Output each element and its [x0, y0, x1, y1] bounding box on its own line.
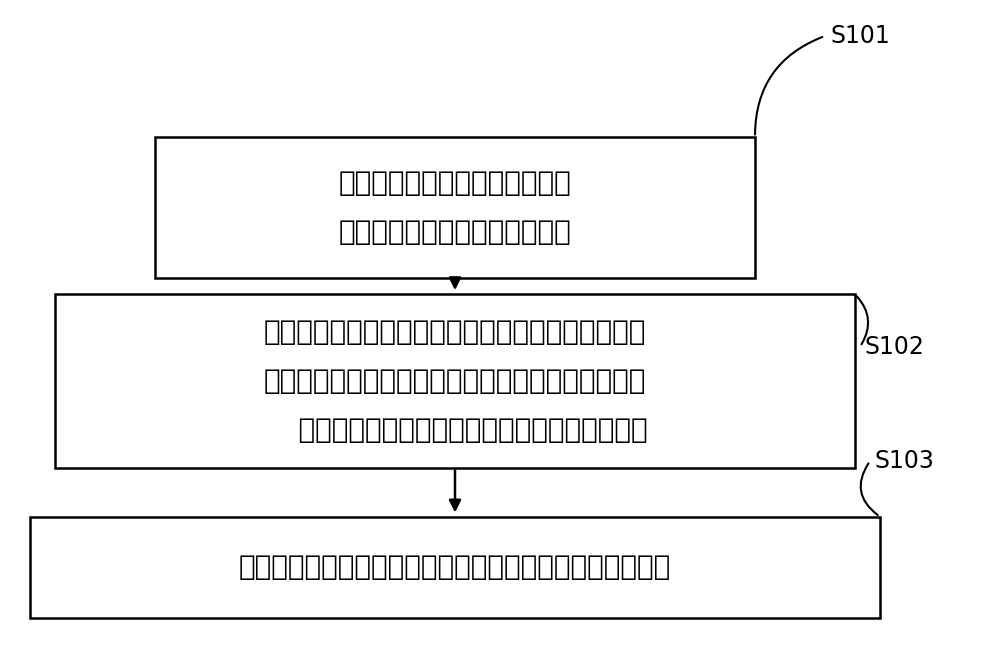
Text: 将所述页面路由信息与预设路由配置表进行比对，得: 将所述页面路由信息与预设路由配置表进行比对，得: [264, 318, 646, 346]
FancyBboxPatch shape: [30, 517, 880, 618]
Text: 面加载指令对应的页面路由信息: 面加载指令对应的页面路由信息: [339, 218, 571, 246]
Text: 到所述页面路由信息对应的路由路径，所述预设路由: 到所述页面路由信息对应的路由路径，所述预设路由: [264, 367, 646, 395]
Text: S101: S101: [830, 24, 890, 48]
Text: S102: S102: [865, 335, 925, 358]
Text: S103: S103: [875, 449, 935, 473]
Text: 接收页面加载指令，获取所述页: 接收页面加载指令，获取所述页: [339, 169, 571, 197]
Text: 基于所述路由路径生成所述页面加载指令对应的面包屑路径: 基于所述路由路径生成所述页面加载指令对应的面包屑路径: [239, 553, 671, 581]
FancyBboxPatch shape: [55, 294, 855, 468]
FancyBboxPatch shape: [155, 137, 755, 278]
Text: 配置表包括页面路由信息与路由路径的对应关系: 配置表包括页面路由信息与路由路径的对应关系: [263, 416, 647, 444]
